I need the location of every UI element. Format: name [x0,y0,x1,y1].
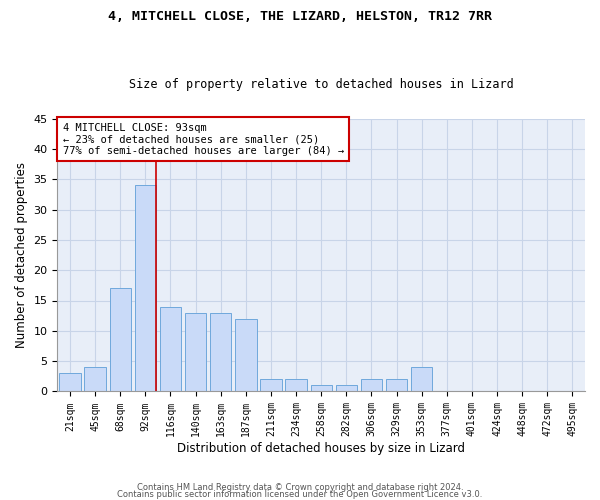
Text: Contains public sector information licensed under the Open Government Licence v3: Contains public sector information licen… [118,490,482,499]
Bar [361,380,382,392]
Bar [286,380,307,392]
Bar [85,367,106,392]
Bar [110,288,131,392]
Bar [335,386,357,392]
Bar [134,186,156,392]
Text: 4, MITCHELL CLOSE, THE LIZARD, HELSTON, TR12 7RR: 4, MITCHELL CLOSE, THE LIZARD, HELSTON, … [108,10,492,23]
Bar [386,380,407,392]
Bar [59,374,80,392]
Bar [260,380,281,392]
Y-axis label: Number of detached properties: Number of detached properties [15,162,28,348]
Bar [160,306,181,392]
Text: Contains HM Land Registry data © Crown copyright and database right 2024.: Contains HM Land Registry data © Crown c… [137,484,463,492]
Bar [235,318,257,392]
Bar [210,312,232,392]
Text: 4 MITCHELL CLOSE: 93sqm
← 23% of detached houses are smaller (25)
77% of semi-de: 4 MITCHELL CLOSE: 93sqm ← 23% of detache… [62,122,344,156]
Bar [311,386,332,392]
X-axis label: Distribution of detached houses by size in Lizard: Distribution of detached houses by size … [177,442,465,455]
Title: Size of property relative to detached houses in Lizard: Size of property relative to detached ho… [129,78,514,91]
Bar [185,312,206,392]
Bar [411,367,433,392]
